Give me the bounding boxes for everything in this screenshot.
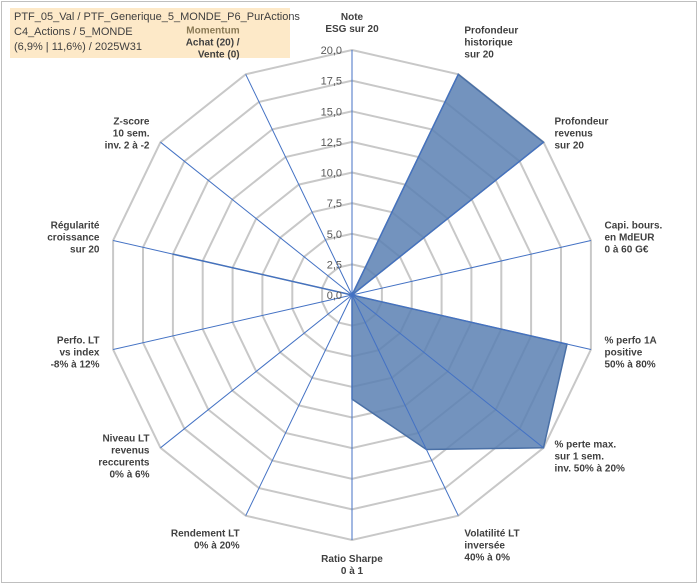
axis-spoke	[351, 74, 459, 296]
tick-label: 20,0	[321, 45, 342, 57]
radar-spokes	[112, 50, 592, 540]
axis-label: Note ESG sur 20	[325, 12, 379, 35]
tick-label: 0,0	[327, 290, 342, 302]
radar-series	[172, 73, 568, 451]
tick-label: 12,5	[321, 137, 342, 149]
portfolio-stats: (6,9% | 11,6%) / 2025W31	[14, 41, 142, 53]
axis-label: % perfo 1A positive 50% à 80%	[605, 336, 657, 371]
axis-label: Z-score 10 sem. inv. 2 à -2	[105, 117, 150, 152]
tick-label: 10,0	[321, 168, 342, 180]
axis-label: Régularité croissance sur 20	[47, 220, 100, 255]
tick-label: 15,0	[321, 106, 342, 118]
portfolio-name: PTF_05_Val / PTF_Generique_5_MONDE_P6_Pu…	[14, 11, 300, 23]
axis-label: Rendement LT 0% à 20%	[171, 528, 240, 551]
axis-spoke	[351, 294, 459, 516]
radar-tick-labels: 0,0 2,5 5,0 7,5 10,0 12,5 15,0 17,5 20,0	[321, 45, 342, 302]
axis-spoke	[351, 294, 544, 449]
axis-spoke	[351, 294, 592, 350]
axis-label: Profondeur revenus sur 20	[555, 117, 609, 152]
radar-axis-labels: Note ESG sur 20 Profondeur historique sur 20…	[47, 12, 662, 577]
axis-label: Momentum Achat (20) / Vente (0)	[186, 26, 240, 61]
axis-label: Niveau LT revenus reccurents 0% à 6%	[98, 434, 150, 481]
axis-spoke	[245, 74, 353, 296]
series-area	[172, 73, 568, 451]
axis-spoke	[160, 294, 353, 449]
axis-spoke	[351, 240, 592, 296]
portfolio-info-box: PTF_05_Val / PTF_Generique_5_MONDE_P6_Pu…	[10, 8, 300, 58]
axis-label: Ratio Sharpe 0 à 1	[321, 554, 383, 577]
axis-label: Volatilité LT inversée 40% à 0%	[464, 528, 519, 563]
tick-label: 7,5	[327, 198, 342, 210]
portfolio-category: C4_Actions / 5_MONDE	[14, 26, 133, 38]
axis-label: Profondeur historique sur 20	[464, 26, 518, 61]
axis-spoke	[112, 240, 353, 296]
tick-label: 2,5	[327, 259, 342, 271]
axis-spoke	[351, 141, 544, 296]
axis-spoke	[160, 141, 353, 296]
tick-label: 17,5	[321, 76, 342, 88]
axis-label: Capi. bours. en MdEUR 0 à 60 G€	[605, 220, 663, 255]
tick-label: 5,0	[327, 229, 342, 241]
axis-label: % perte max. sur 1 sem. inv. 50% à 20%	[555, 440, 626, 475]
axis-spoke	[112, 294, 353, 350]
axis-spoke	[245, 294, 353, 516]
axis-label: Perfo. LT vs index -8% à 12%	[51, 336, 100, 371]
